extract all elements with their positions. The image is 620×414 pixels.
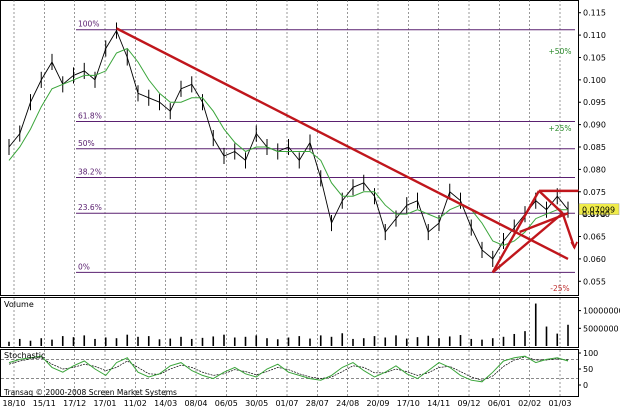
x-tick-label: 14/03 <box>154 399 177 408</box>
x-tick-label: 17/01 <box>93 399 116 408</box>
support-line <box>519 212 569 234</box>
x-tick-label: 24/08 <box>336 399 359 408</box>
stochastic-y-tick-label: 100 <box>583 349 598 358</box>
projection-arrowhead <box>570 241 578 250</box>
fib-level-label: 61.8% <box>78 111 102 120</box>
x-tick-label: 20/09 <box>366 399 389 408</box>
x-tick-label: 18/10 <box>2 399 25 408</box>
price-y-tick-label: 0.115 <box>583 9 606 18</box>
x-tick-label: 11/02 <box>124 399 147 408</box>
x-axis: 18/10 15/11 17/12 17/01 11/02 14/03 08/04 06/05… <box>2 399 571 408</box>
stochastic-panel-label: Stochastic <box>4 351 45 360</box>
x-tick-label: 15/11 <box>33 399 56 408</box>
percent-annotations: +50% +25% -25% <box>549 47 572 293</box>
fibonacci-levels: 100% 61.8% 50% 38.2% 23.6% 0% <box>76 20 575 273</box>
fib-level-label: 38.2% <box>78 167 102 176</box>
x-tick-label: 28/07 <box>306 399 329 408</box>
percent-annotation: +50% <box>549 47 572 56</box>
downtrend-line <box>115 27 569 260</box>
moving-average-line <box>8 47 568 247</box>
x-tick-label: 17/10 <box>397 399 420 408</box>
projection-arrow <box>561 212 576 249</box>
price-y-tick-label: 0.100 <box>583 76 606 85</box>
volume-bars <box>8 303 569 346</box>
volume-panel-frame <box>0 297 579 348</box>
fib-level-label: 23.6% <box>78 203 102 212</box>
price-y-tick-label: 0.075 <box>583 188 606 197</box>
price-y-tick-label: 0.080 <box>583 165 606 174</box>
last-price-label: 0.07099 <box>582 206 615 215</box>
fib-level-label: 50% <box>78 139 95 148</box>
volume-y-tick-label: 10000000 <box>583 307 620 316</box>
stochastic-y-tick-label: 50 <box>583 365 593 374</box>
resistance-label: 0.0700 <box>582 210 610 219</box>
stochastic-y-tick-label: 0 <box>583 381 588 390</box>
price-series <box>8 22 569 267</box>
vertical-gridlines <box>13 0 561 396</box>
fib-level-label: 0% <box>78 262 90 271</box>
volume-y-axis: 10000000 5000000 <box>578 307 620 333</box>
triangle-left-edge <box>491 190 541 273</box>
volume-panel-label: Volume <box>4 300 34 309</box>
trendlines <box>115 27 579 274</box>
x-tick-label: 01/07 <box>275 399 298 408</box>
x-tick-label: 06/05 <box>215 399 238 408</box>
price-y-tick-label: 0.095 <box>583 98 606 107</box>
price-y-tick-label: 0.110 <box>583 31 606 40</box>
price-y-axis: 0.115 0.110 0.105 0.100 0.095 0.090 0.085 0.080… <box>578 9 620 286</box>
percent-annotation: +25% <box>549 124 572 133</box>
x-tick-label: 17/12 <box>63 399 86 408</box>
volume-y-tick-label: 5000000 <box>583 324 619 333</box>
stochastic-k-line <box>8 355 569 383</box>
stochastic-d-line <box>8 356 569 381</box>
price-y-tick-label: 0.085 <box>583 143 606 152</box>
x-tick-label: 08/04 <box>184 399 207 408</box>
price-y-tick-label: 0.060 <box>583 255 606 264</box>
x-tick-label: 06/01 <box>488 399 511 408</box>
price-y-tick-label: 0.090 <box>583 121 606 130</box>
price-y-tick-label: 0.055 <box>583 277 606 286</box>
stochastic-y-axis: 100 50 0 <box>578 349 598 390</box>
fib-level-label: 100% <box>78 20 99 29</box>
price-close-line <box>8 29 569 260</box>
x-tick-label: 09/12 <box>457 399 480 408</box>
triangle-base-edge <box>491 212 564 274</box>
x-tick-label: 30/05 <box>245 399 268 408</box>
last-price-badge <box>578 203 620 215</box>
price-y-tick-label: 0.065 <box>583 233 606 242</box>
credit-text: Transaq © 2000-2008 Screen Market System… <box>3 388 177 397</box>
x-tick-label: 02/02 <box>518 399 541 408</box>
price-y-tick-label: 0.105 <box>583 53 606 62</box>
x-tick-label: 14/11 <box>427 399 450 408</box>
triangle-right-edge <box>538 189 564 215</box>
percent-annotation: -25% <box>550 284 569 293</box>
stochastic-lines <box>1 355 578 383</box>
x-tick-label: 01/03 <box>548 399 571 408</box>
